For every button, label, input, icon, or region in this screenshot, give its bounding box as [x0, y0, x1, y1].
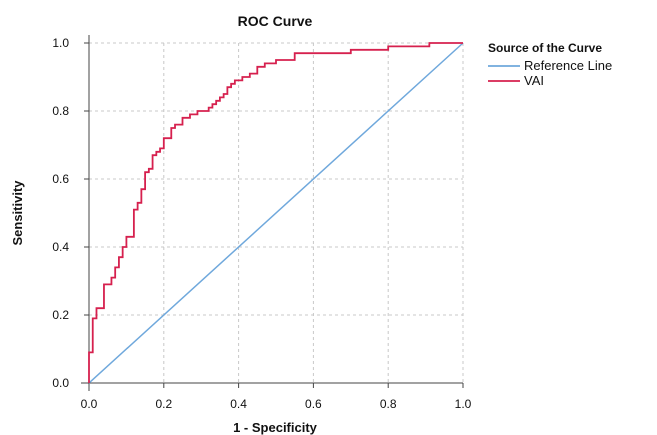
- y-tick-label: 0.2: [52, 308, 69, 322]
- plot-area: [88, 42, 464, 384]
- legend-label: VAI: [524, 73, 544, 88]
- legend-title: Source of the Curve: [488, 41, 602, 55]
- y-tick-label: 0.6: [52, 172, 69, 186]
- y-tick-label: 0.0: [52, 376, 69, 390]
- reference-line: [88, 42, 464, 384]
- y-axis-title: Sensitivity: [10, 180, 25, 246]
- y-tick-label: 1.0: [52, 36, 69, 50]
- axes: [81, 35, 464, 391]
- x-tick-label: 0.2: [155, 397, 172, 411]
- x-tick-label: 0.8: [380, 397, 397, 411]
- y-tick-label: 0.4: [52, 240, 69, 254]
- x-tick-label: 0.6: [305, 397, 322, 411]
- vai-curve: [88, 42, 463, 383]
- chart-title: ROC Curve: [238, 13, 313, 29]
- y-tick-label: 0.8: [52, 104, 69, 118]
- tick-labels: 0.0 0.2 0.4 0.6 0.8 1.0 0.0 0.2 0.4 0.6 0.8 1.0: [52, 36, 471, 411]
- x-tick-label: 0.0: [81, 397, 98, 411]
- x-axis-title: 1 - Specificity: [233, 420, 318, 435]
- x-tick-label: 0.4: [230, 397, 247, 411]
- x-tick-label: 1.0: [455, 397, 472, 411]
- legend-label: Reference Line: [524, 58, 612, 73]
